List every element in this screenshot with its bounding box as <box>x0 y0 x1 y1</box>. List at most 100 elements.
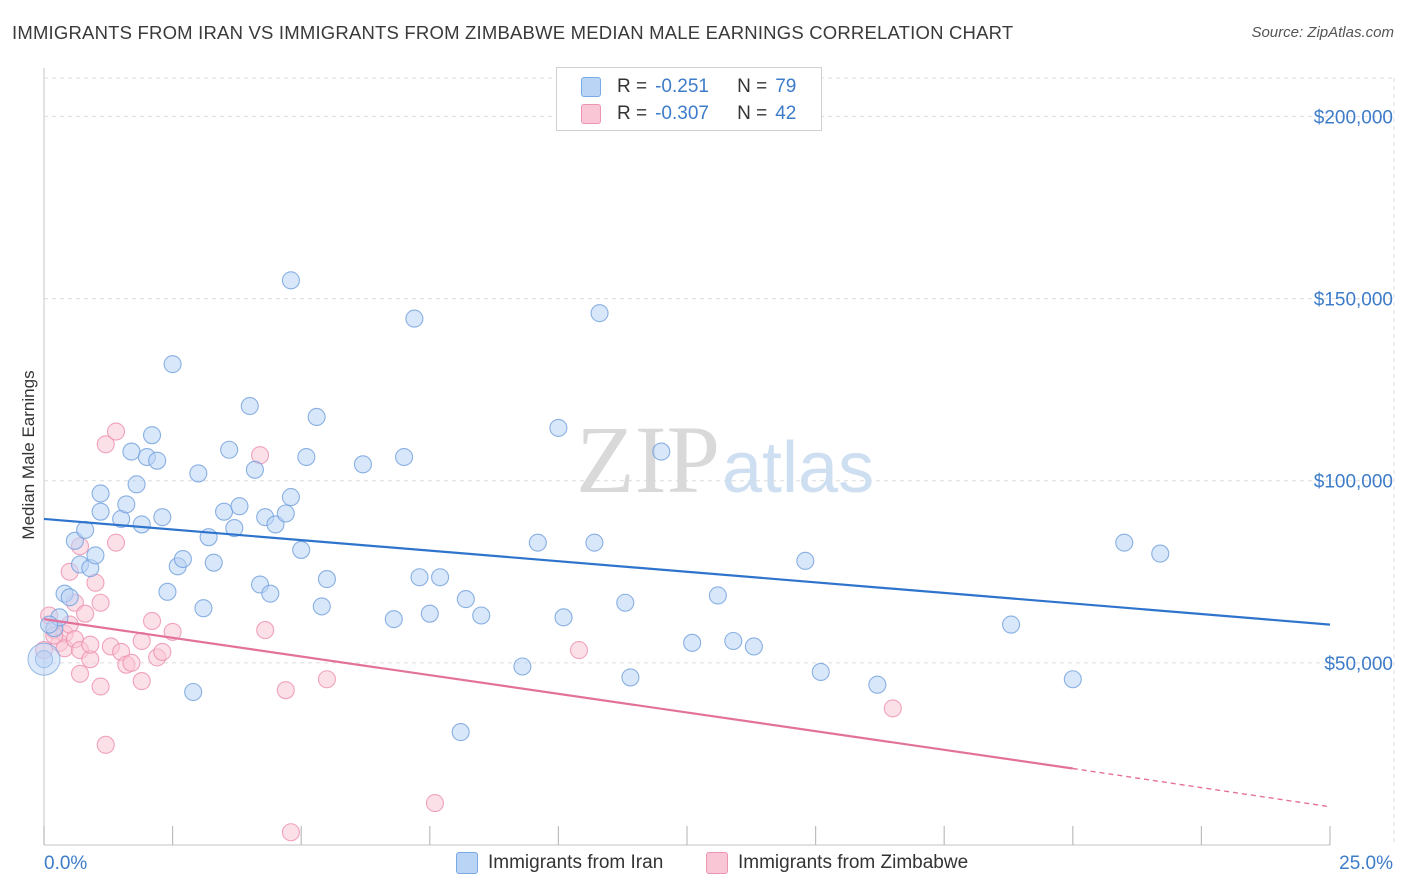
iran-point <box>189 464 208 483</box>
iran-point <box>708 586 727 605</box>
iran-point <box>317 570 336 589</box>
iran-point <box>148 451 167 470</box>
zimbabwe-point <box>76 604 95 623</box>
iran-point <box>1151 544 1170 563</box>
x-tick-label-max: 25.0% <box>1339 853 1393 874</box>
trend-lines <box>43 517 1331 808</box>
legend-n-label: N = <box>737 103 768 124</box>
zimbabwe-point <box>883 699 902 718</box>
iran-point <box>683 633 702 652</box>
iran-point <box>117 495 136 514</box>
iran-point <box>724 631 743 651</box>
zimbabwe-point <box>276 681 295 700</box>
iran-point <box>261 584 280 603</box>
iran-point <box>353 455 372 474</box>
series-legend-zimbabwe[interactable]: Immigrants from Zimbabwe <box>706 852 968 874</box>
legend-n-value-iran: 79 <box>775 76 797 97</box>
iran-point <box>292 540 311 559</box>
iran-point <box>122 442 141 461</box>
watermark-zip: ZIP <box>576 406 720 513</box>
iran-point <box>91 502 110 521</box>
iran-point <box>431 568 450 587</box>
iran-point <box>276 504 295 523</box>
chart-title: IMMIGRANTS FROM IRAN VS IMMIGRANTS FROM … <box>12 22 1014 43</box>
correlation-legend: R = -0.251 N = 79 R = -0.307 N = 42 <box>556 67 822 131</box>
zimbabwe-point <box>81 635 100 654</box>
series-swatch-zimbabwe <box>706 852 728 874</box>
legend-swatch-iran <box>581 77 601 97</box>
iran-point <box>60 588 79 607</box>
iran-point <box>86 546 105 565</box>
legend-swatch-zimbabwe <box>581 104 601 124</box>
iran-point <box>281 488 300 507</box>
legend-r-label: R = <box>617 76 648 97</box>
zimbabwe-point <box>317 670 336 689</box>
iran-point <box>91 484 110 503</box>
iran-point <box>194 599 213 618</box>
iran-point <box>410 568 429 587</box>
zimbabwe-point <box>106 422 126 441</box>
x-tick-label-min: 0.0% <box>44 853 87 874</box>
zimbabwe-point <box>122 653 141 672</box>
iran-point <box>214 502 234 521</box>
iran-point <box>811 662 830 682</box>
legend-r-label: R = <box>617 103 648 124</box>
legend-n-value-zimbabwe: 42 <box>775 103 797 124</box>
iran-point <box>240 396 259 416</box>
iran-point <box>40 615 59 634</box>
iran-point <box>132 515 151 534</box>
y-tick-label: $100,000 <box>1314 472 1393 493</box>
zimbabwe-point <box>132 672 151 691</box>
zimbabwe-point <box>569 641 589 660</box>
axes <box>43 68 1331 846</box>
iran-point <box>549 418 568 437</box>
iran-point <box>513 657 532 676</box>
iran-point <box>616 593 635 612</box>
zimbabwe-point <box>153 642 172 661</box>
iran-point <box>76 520 95 539</box>
legend-row-iran: R = -0.251 N = 79 <box>581 75 796 99</box>
series-legend-iran[interactable]: Immigrants from Iran <box>456 852 663 874</box>
iran-point <box>590 304 609 323</box>
iran-point <box>225 519 244 538</box>
legend-r-value-zimbabwe: -0.307 <box>655 103 709 124</box>
zimbabwe-point <box>96 435 115 454</box>
iran-point <box>204 553 223 572</box>
iran-point <box>554 608 573 627</box>
iran-point <box>281 271 300 290</box>
iran-point <box>158 582 177 601</box>
tick-labels: $50,000 $100,000 $150,000 $200,000 0.0% 25.0% <box>44 107 1393 874</box>
y-tick-label: $50,000 <box>1324 654 1393 675</box>
iran-point <box>472 606 491 625</box>
series-label-iran: Immigrants from Iran <box>488 852 664 873</box>
watermark-atlas: atlas <box>722 428 874 508</box>
zimbabwe-point <box>91 593 110 612</box>
zimbabwe-point <box>281 823 300 842</box>
zimbabwe-trend-extension <box>1072 767 1331 808</box>
series-label-zimbabwe: Immigrants from Zimbabwe <box>738 852 969 873</box>
zimbabwe-point <box>91 677 110 696</box>
iran-point <box>652 442 671 461</box>
iran-point <box>405 309 424 328</box>
zimbabwe-point <box>256 621 275 640</box>
source-label: Source: ZipAtlas.com <box>1251 24 1394 41</box>
iran-point <box>312 597 331 616</box>
iran-point <box>456 590 475 609</box>
iran-point-cluster <box>27 642 61 676</box>
zimbabwe-point <box>142 611 162 631</box>
iran-point <box>1115 533 1134 552</box>
series-legend: Immigrants from Iran Immigrants from Zim… <box>0 852 1406 878</box>
y-tick-label: $150,000 <box>1314 290 1393 311</box>
legend-r-value-iran: -0.251 <box>655 76 709 97</box>
iran-point <box>1002 615 1021 634</box>
iran-trend-line <box>43 517 1331 626</box>
iran-point <box>621 668 640 687</box>
iran-point <box>153 508 172 527</box>
zimbabwe-trend-line <box>43 618 1073 770</box>
zimbabwe-point <box>96 735 115 754</box>
iran-points <box>27 271 1170 742</box>
iran-point <box>868 675 887 694</box>
iran-point <box>142 426 162 445</box>
iran-point <box>420 604 439 623</box>
